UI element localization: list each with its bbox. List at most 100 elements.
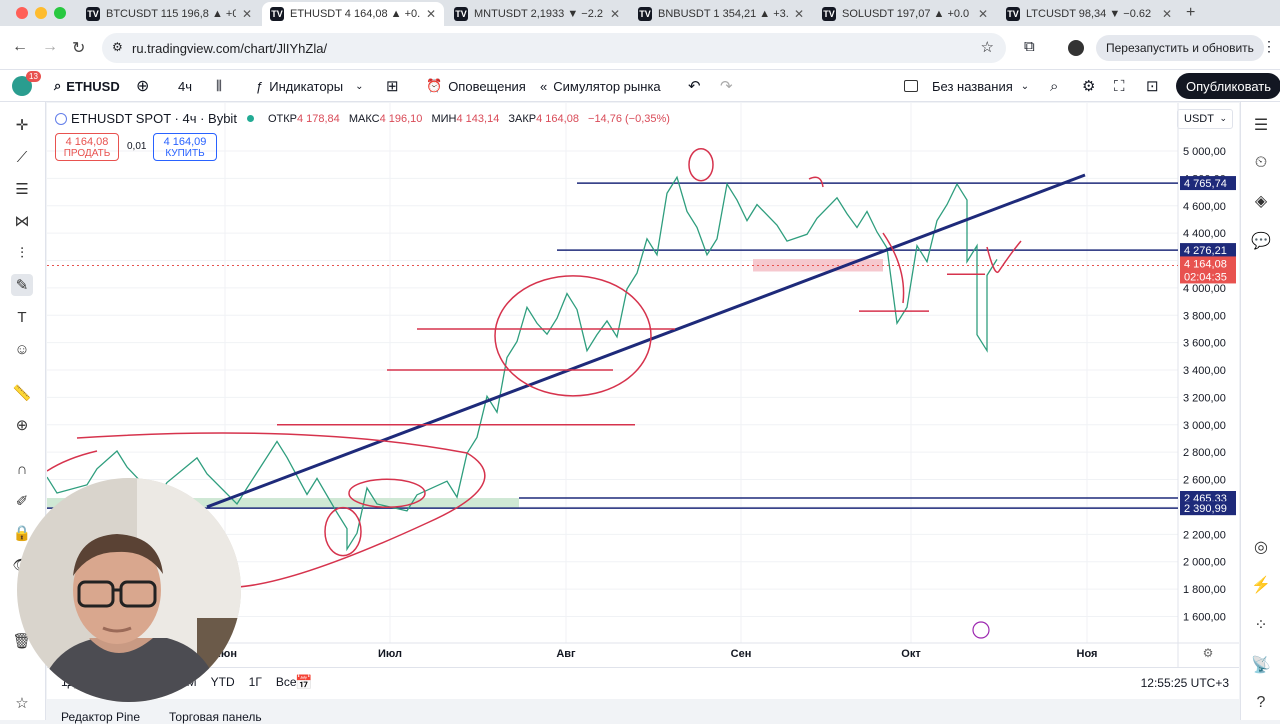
price-tick-label: 3 400,00 bbox=[1183, 365, 1226, 377]
help-icon[interactable]: ? bbox=[1256, 694, 1266, 711]
site-info-icon[interactable]: ⚙ bbox=[112, 40, 123, 54]
emoji-icon[interactable]: ☺ bbox=[14, 340, 30, 358]
compare-symbol-button[interactable]: ⊕ bbox=[136, 78, 150, 95]
favorites-star-icon[interactable]: ☆ bbox=[15, 695, 29, 712]
price-tick-label: 1 800,00 bbox=[1183, 584, 1226, 596]
edit-lock-icon[interactable]: ✐ bbox=[15, 493, 29, 510]
close-window-button[interactable] bbox=[16, 7, 28, 19]
change-value: −14,76 (−0,35%) bbox=[588, 112, 670, 125]
layout-name-button[interactable]: Без названия ⌄ bbox=[904, 70, 1029, 102]
crosshair-icon[interactable]: ✛ bbox=[15, 117, 29, 134]
close-tab-icon[interactable]: ✕ bbox=[425, 7, 436, 21]
redo-button[interactable]: ↷ bbox=[720, 78, 733, 95]
hand-drawn-mark bbox=[882, 232, 905, 304]
back-button[interactable]: ← bbox=[12, 38, 28, 55]
time-tick-label: Сен bbox=[731, 648, 752, 660]
quick-search-button[interactable]: ⌕ bbox=[1050, 77, 1059, 95]
trend-line-icon[interactable]: ⟋ bbox=[16, 148, 28, 166]
currency-label: USDT bbox=[1184, 113, 1214, 125]
minimize-window-button[interactable] bbox=[35, 7, 47, 19]
brush-icon[interactable]: ✎ bbox=[11, 274, 33, 296]
more-menu-icon[interactable]: ⋮ bbox=[1262, 38, 1276, 54]
trend-line bbox=[206, 173, 1086, 509]
browser-tab[interactable]: TV ETHUSDT 4 164,08 ▲ +0. ✕ bbox=[262, 2, 444, 26]
alarm-clock-icon: ⏰ bbox=[426, 78, 443, 93]
replay-button[interactable]: « Симулятор рынка bbox=[540, 70, 661, 102]
snapshot-button[interactable]: ⊡ bbox=[1146, 78, 1159, 95]
hand-drawn-circle bbox=[348, 478, 426, 508]
chart-top-toolbar: 13 ⌕ ETHUSD ⊕ 4ч ⫼ ƒ Индикаторы ⌄ ⊞ ⏰ Оп… bbox=[0, 70, 1280, 102]
browser-tab[interactable]: TV BNBUSDT 1 354,21 ▲ +3. ✕ bbox=[630, 2, 812, 26]
browser-tab[interactable]: TV BTCUSDT 115 196,8 ▲ +0. ✕ bbox=[78, 2, 260, 26]
alerts-button[interactable]: ⏰ Оповещения bbox=[426, 70, 526, 102]
new-tab-button[interactable]: + bbox=[1186, 4, 1196, 21]
target-icon[interactable]: ◎ bbox=[1254, 539, 1268, 556]
symbol-search-button[interactable]: ⌕ ETHUSD bbox=[54, 70, 120, 102]
tab-trading-panel[interactable]: Торговая панель bbox=[169, 710, 262, 724]
profile-avatar[interactable] bbox=[1068, 40, 1084, 56]
layers-icon[interactable]: ◈ bbox=[1254, 193, 1268, 210]
fib-icon[interactable]: ☰ bbox=[15, 181, 29, 198]
watchlist-icon[interactable]: ☰ bbox=[1253, 117, 1269, 134]
browser-tab-title: BNBUSDT 1 354,21 ▲ +3. bbox=[658, 8, 788, 20]
currency-selector[interactable]: USDT ⌄ bbox=[1177, 109, 1233, 129]
browser-tab-title: LTCUSDT 98,34 ▼ −0.62 bbox=[1026, 8, 1152, 20]
price-chart[interactable]: 5 000,004 800,004 600,004 400,004 200,00… bbox=[47, 103, 1239, 667]
date-range-icon[interactable]: 📅 bbox=[295, 674, 313, 690]
settings-button[interactable]: ⚙ bbox=[1082, 78, 1096, 95]
interval-button[interactable]: 4ч bbox=[178, 70, 192, 102]
text-icon[interactable]: T bbox=[17, 308, 27, 326]
forward-button[interactable]: → bbox=[42, 38, 58, 55]
low-label: МИН bbox=[431, 112, 457, 125]
price-tick-label: 2 000,00 bbox=[1183, 557, 1226, 569]
range-button[interactable]: YTD bbox=[210, 675, 235, 689]
templates-button[interactable]: ⊞ bbox=[386, 78, 399, 95]
close-tab-icon[interactable]: ✕ bbox=[241, 7, 252, 21]
browser-tab-title: SOLUSDT 197,07 ▲ +0.0 bbox=[842, 8, 970, 20]
bookmark-star-icon[interactable]: ☆ bbox=[980, 39, 994, 56]
zoom-in-icon[interactable]: ⊕ bbox=[15, 417, 29, 434]
hand-drawn-annotation bbox=[47, 450, 98, 472]
indicators-button[interactable]: ƒ Индикаторы ⌄ bbox=[256, 70, 364, 102]
signal-icon[interactable]: 📡 bbox=[1251, 657, 1271, 674]
relaunch-update-button[interactable]: Перезапустить и обновить bbox=[1096, 35, 1264, 61]
ruler-icon[interactable]: 📏 bbox=[12, 385, 32, 402]
forecast-icon[interactable]: ⫶ bbox=[20, 244, 24, 262]
buy-button[interactable]: 4 164,09 КУПИТЬ bbox=[153, 133, 217, 161]
browser-tab[interactable]: TV MNTUSDT 2,1933 ▼ −2.2 ✕ bbox=[446, 2, 628, 26]
range-button[interactable]: Все bbox=[275, 675, 297, 689]
clock-readout[interactable]: 12:55:25 UTC+3 bbox=[1140, 676, 1229, 690]
chart-pane[interactable]: 5 000,004 800,004 600,004 400,004 200,00… bbox=[47, 103, 1239, 667]
publish-button[interactable]: Опубликовать bbox=[1176, 73, 1280, 99]
user-avatar-button[interactable]: 13 bbox=[12, 70, 41, 102]
lock-icon[interactable]: 🔒 bbox=[12, 525, 32, 542]
apps-grid-icon[interactable]: ⁘ bbox=[1254, 617, 1268, 634]
chat-icon[interactable]: 💬 bbox=[1251, 233, 1271, 250]
hand-drawn-circle bbox=[688, 147, 714, 182]
fullscreen-button[interactable]: ⛶ bbox=[1114, 77, 1125, 95]
chart-type-button[interactable]: ⫼ bbox=[216, 70, 222, 102]
close-tab-icon[interactable]: ✕ bbox=[1161, 7, 1172, 21]
open-value: 4 178,84 bbox=[296, 112, 340, 125]
reload-button[interactable]: ↻ bbox=[72, 40, 86, 57]
hotlist-icon[interactable]: ⚡ bbox=[1251, 577, 1271, 594]
maximize-window-button[interactable] bbox=[54, 7, 66, 19]
magnet-icon[interactable]: ∩ bbox=[16, 460, 28, 478]
browser-tab-title: ETHUSDT 4 164,08 ▲ +0. bbox=[290, 8, 420, 20]
alerts-clock-icon[interactable]: ⏲ bbox=[1254, 154, 1268, 171]
range-button[interactable]: 1Г bbox=[248, 675, 262, 689]
close-tab-icon[interactable]: ✕ bbox=[977, 7, 988, 21]
sell-button[interactable]: 4 164,08 ПРОДАТЬ bbox=[55, 133, 119, 161]
browser-tab[interactable]: TV SOLUSDT 197,07 ▲ +0.0 ✕ bbox=[814, 2, 996, 26]
price-tick-label: 4 400,00 bbox=[1183, 228, 1226, 240]
close-tab-icon[interactable]: ✕ bbox=[609, 7, 620, 21]
pattern-icon[interactable]: ⋈ bbox=[14, 213, 30, 230]
extensions-icon[interactable]: ⧉ bbox=[1024, 38, 1035, 55]
url-field[interactable]: ⚙ ru.tradingview.com/chart/JlIYhZla/ ☆ bbox=[102, 33, 1006, 63]
chart-title[interactable]: ETHUSDT SPOT · 4ч · Bybit bbox=[71, 111, 237, 126]
browser-tab[interactable]: TV LTCUSDT 98,34 ▼ −0.62 ✕ bbox=[998, 2, 1180, 26]
undo-button[interactable]: ↶ bbox=[688, 78, 701, 95]
tab-pine-editor[interactable]: Редактор Pine bbox=[61, 710, 141, 724]
close-tab-icon[interactable]: ✕ bbox=[793, 7, 804, 21]
indicators-label: Индикаторы bbox=[269, 78, 344, 94]
